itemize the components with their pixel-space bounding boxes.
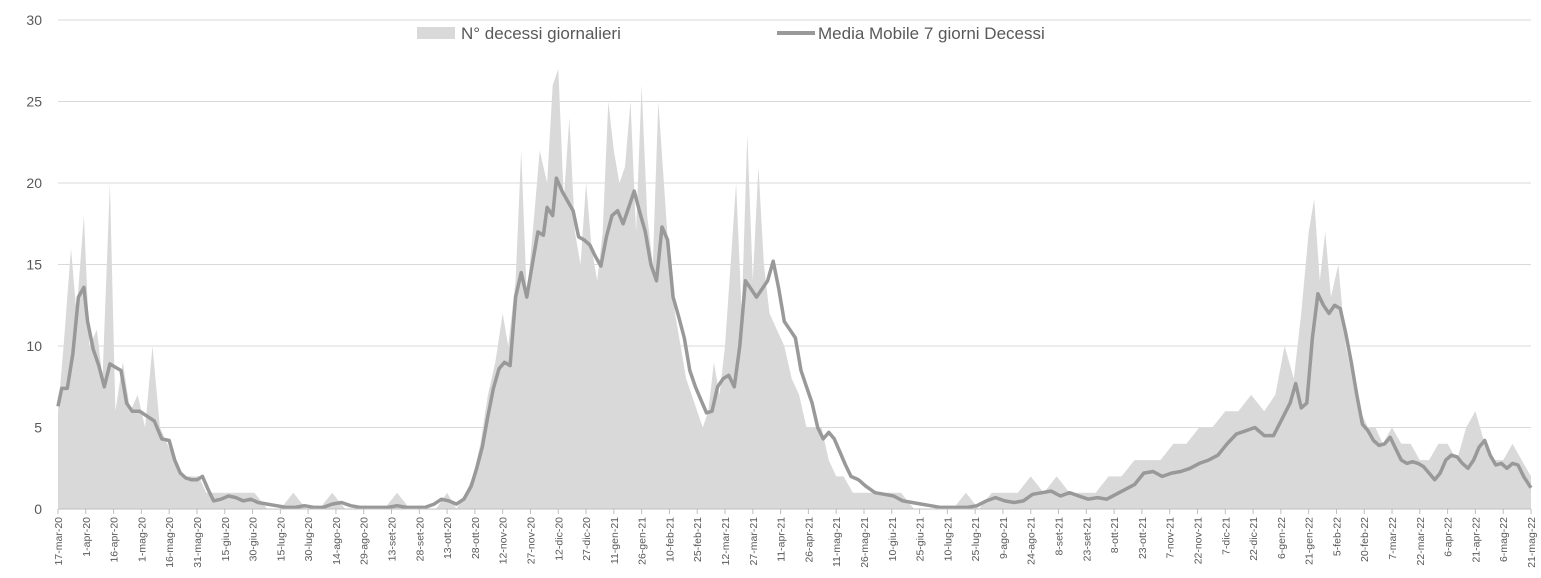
x-tick-label: 14-ago-20: [331, 517, 343, 565]
x-tick-label: 22-mar-22: [1415, 517, 1427, 566]
x-tick-label: 9-ago-21: [998, 517, 1010, 559]
x-tick-label: 15-giu-20: [220, 517, 232, 562]
x-tick-label: 21-gen-22: [1304, 517, 1316, 565]
x-tick-label: 11-mag-21: [831, 517, 843, 567]
moving-average-line: [56, 176, 1533, 510]
x-tick-label: 7-dic-21: [1220, 517, 1232, 555]
x-axis: 17-mar-20 1-apr-20 16-apr-20 1-mag-20 16-mag…: [53, 508, 1538, 568]
x-tick-label: 6-apr-22: [1443, 517, 1455, 557]
x-tick-label: 13-ott-20: [442, 517, 454, 559]
x-tick-label: 29-ago-20: [359, 517, 371, 565]
legend-label-daily-deaths: N° decessi giornalieri: [461, 24, 621, 43]
x-tick-label: 12-nov-20: [498, 517, 510, 564]
y-tick-label: 20: [26, 175, 42, 191]
x-tick-label: 31-mag-20: [192, 517, 204, 568]
x-tick-label: 10-feb-21: [664, 517, 676, 562]
x-tick-label: 23-set-21: [1081, 517, 1093, 562]
x-tick-label: 30-lug-20: [303, 517, 315, 562]
y-tick-label: 15: [26, 257, 42, 273]
x-tick-label: 8-ott-21: [1109, 517, 1121, 553]
legend-swatch-daily-deaths: [417, 27, 455, 39]
x-tick-label: 1-apr-20: [81, 517, 93, 557]
moving-average-line-layer: [56, 176, 1533, 510]
x-tick-label: 17-mar-20: [53, 517, 65, 566]
x-tick-label: 13-set-20: [387, 517, 399, 562]
y-tick-label: 0: [34, 501, 42, 517]
x-tick-label: 25-lug-21: [970, 517, 982, 562]
x-tick-label: 1-mag-20: [136, 517, 148, 562]
x-tick-label: 24-ago-21: [1026, 517, 1038, 565]
legend: N° decessi giornalieri Media Mobile 7 gi…: [417, 24, 1045, 43]
x-tick-label: 16-apr-20: [109, 517, 121, 563]
x-tick-label: 26-mag-21: [859, 517, 871, 568]
x-tick-label: 21-apr-22: [1470, 517, 1482, 563]
x-tick-label: 23-ott-21: [1137, 517, 1149, 559]
x-tick-label: 27-mar-21: [748, 517, 760, 566]
x-tick-label: 7-mar-22: [1387, 517, 1399, 560]
x-tick-label: 30-giu-20: [248, 517, 260, 562]
x-tick-label: 7-nov-21: [1165, 517, 1177, 559]
x-tick-label: 6-mag-22: [1498, 517, 1510, 562]
x-tick-label: 10-lug-21: [942, 517, 954, 562]
y-tick-label: 30: [26, 12, 42, 28]
x-tick-label: 28-set-20: [414, 517, 426, 562]
x-tick-label: 10-giu-21: [887, 517, 899, 562]
x-tick-label: 5-feb-22: [1332, 517, 1344, 556]
daily-deaths-area: [58, 68, 1531, 510]
y-tick-label: 10: [26, 338, 42, 354]
daily-deaths-area-layer: [58, 68, 1531, 510]
x-tick-label: 12-dic-20: [553, 517, 565, 561]
x-tick-label: 11-gen-21: [609, 517, 621, 564]
x-tick-label: 6-gen-22: [1276, 517, 1288, 559]
x-tick-label: 27-nov-20: [526, 517, 538, 564]
x-tick-label: 25-feb-21: [692, 517, 704, 562]
x-tick-label: 26-apr-21: [803, 517, 815, 563]
x-tick-label: 20-feb-22: [1359, 517, 1371, 562]
x-tick-label: 8-set-21: [1054, 517, 1066, 556]
y-tick-label: 5: [34, 420, 42, 436]
x-tick-label: 22-nov-21: [1193, 517, 1205, 564]
x-tick-label: 25-giu-21: [915, 517, 927, 562]
x-tick-label: 11-apr-21: [776, 517, 788, 562]
x-tick-label: 15-lug-20: [275, 517, 287, 562]
x-tick-label: 21-mag-22: [1526, 517, 1538, 568]
y-axis-tick-labels: 0 5 10 15 20 25 30: [26, 12, 42, 517]
x-tick-label: 27-dic-20: [581, 517, 593, 561]
y-tick-label: 25: [26, 94, 42, 110]
x-tick-label: 12-mar-21: [720, 517, 732, 566]
legend-label-moving-average: Media Mobile 7 giorni Decessi: [818, 24, 1045, 43]
x-tick-label: 26-gen-21: [637, 517, 649, 565]
x-tick-label: 28-ott-20: [470, 517, 482, 559]
x-tick-label: 16-mag-20: [164, 517, 176, 568]
x-tick-label: 22-dic-21: [1248, 517, 1260, 561]
